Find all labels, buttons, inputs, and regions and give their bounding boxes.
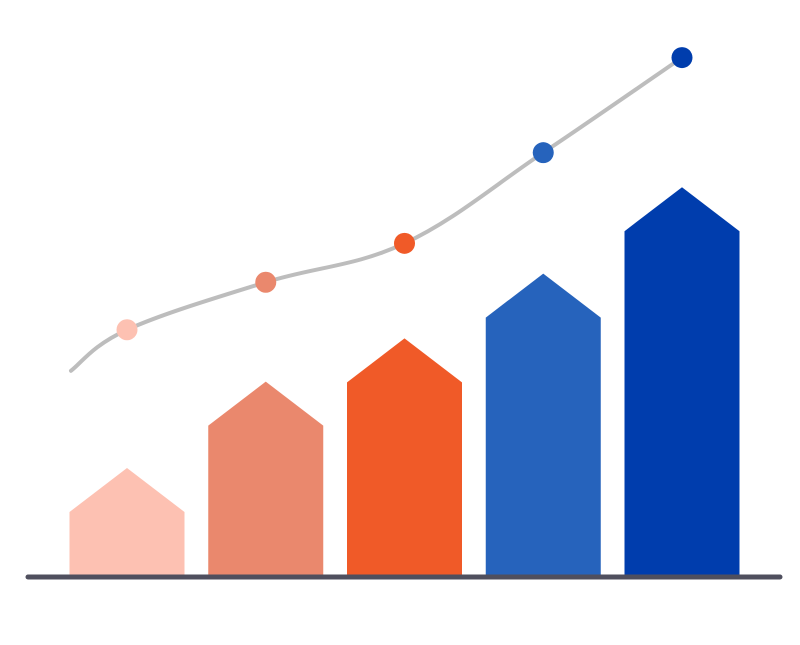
bar-2 xyxy=(208,381,324,576)
trend-point-4 xyxy=(532,142,554,164)
bar-3 xyxy=(347,338,462,576)
bar-5 xyxy=(624,187,740,576)
trend-point-5 xyxy=(671,47,693,69)
bars-group xyxy=(69,187,740,576)
bar-1 xyxy=(69,468,185,576)
trend-points-group xyxy=(116,47,693,341)
trend-point-1 xyxy=(116,319,138,341)
trend-point-2 xyxy=(255,271,277,293)
trend-point-3 xyxy=(394,232,415,254)
bar-4 xyxy=(485,273,601,576)
